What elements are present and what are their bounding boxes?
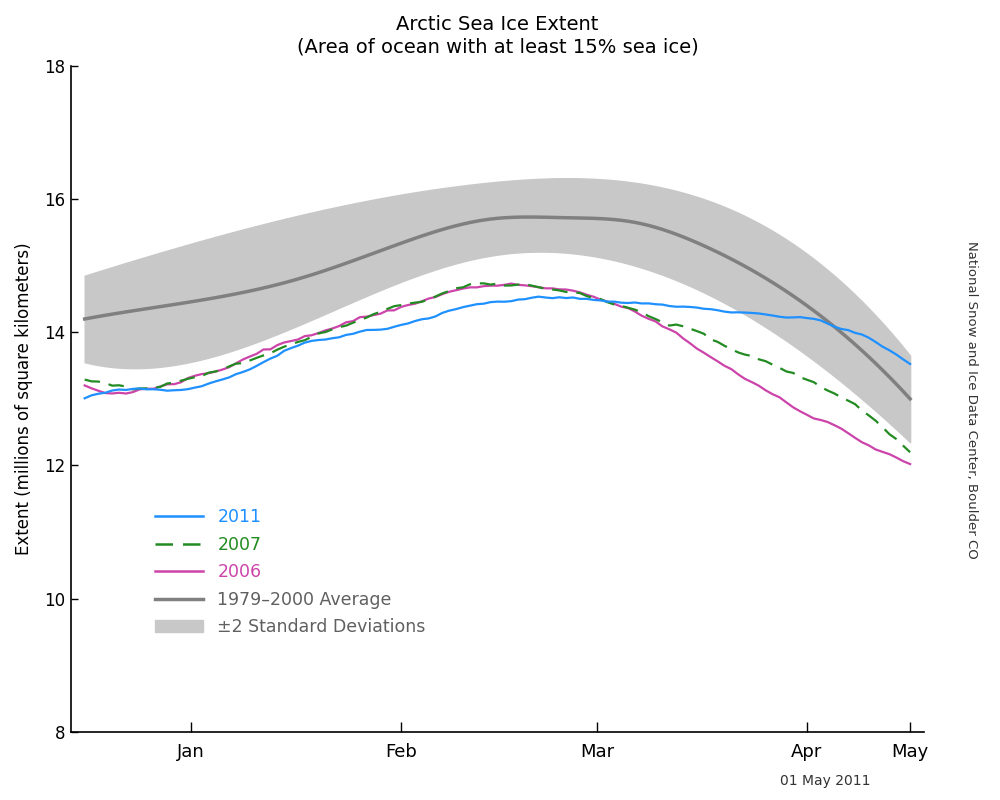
Legend: 2011, 2007, 2006, 1979–2000 Average, ±2 Standard Deviations: 2011, 2007, 2006, 1979–2000 Average, ±2 …: [148, 502, 433, 643]
Text: National Snow and Ice Data Center, Boulder CO: National Snow and Ice Data Center, Bould…: [965, 241, 978, 559]
Y-axis label: Extent (millions of square kilometers): Extent (millions of square kilometers): [15, 242, 33, 555]
Title: Arctic Sea Ice Extent
(Area of ocean with at least 15% sea ice): Arctic Sea Ice Extent (Area of ocean wit…: [297, 15, 698, 56]
Text: 01 May 2011: 01 May 2011: [780, 774, 870, 788]
